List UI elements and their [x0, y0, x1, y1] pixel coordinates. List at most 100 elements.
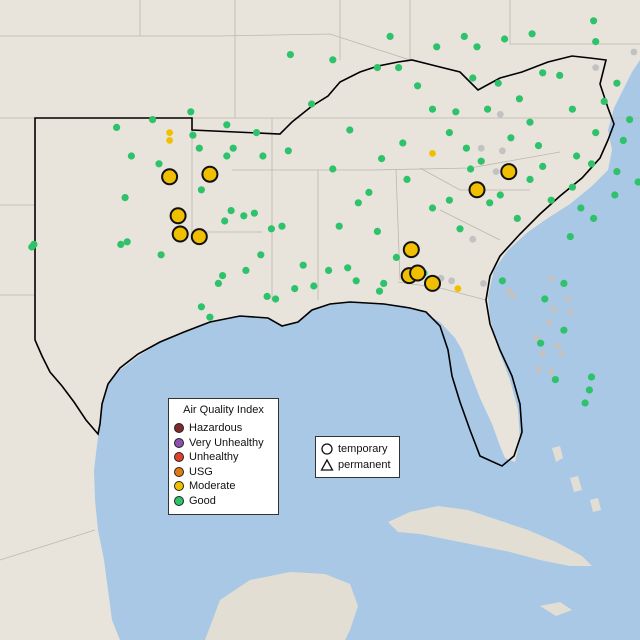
good-monitor-marker[interactable]	[452, 108, 460, 116]
good-monitor-marker[interactable]	[473, 43, 481, 51]
good-monitor-marker[interactable]	[590, 17, 598, 25]
good-monitor-marker[interactable]	[378, 155, 386, 163]
good-monitor-marker[interactable]	[501, 35, 509, 43]
good-monitor-marker[interactable]	[240, 212, 248, 220]
good-monitor-marker[interactable]	[267, 225, 275, 233]
good-monitor-marker[interactable]	[547, 196, 555, 204]
good-monitor-marker[interactable]	[445, 196, 453, 204]
inactive-monitor-marker[interactable]	[558, 350, 566, 357]
good-monitor-marker[interactable]	[526, 175, 534, 183]
inactive-monitor-marker[interactable]	[554, 342, 561, 350]
moderate-temporary-monitor-marker[interactable]	[468, 181, 486, 199]
inactive-monitor-marker[interactable]	[566, 308, 574, 316]
good-monitor-marker[interactable]	[414, 82, 422, 90]
good-monitor-marker[interactable]	[428, 204, 437, 212]
good-monitor-marker[interactable]	[206, 313, 214, 321]
good-monitor-marker[interactable]	[329, 165, 337, 173]
good-monitor-marker[interactable]	[541, 295, 549, 303]
good-monitor-marker[interactable]	[380, 279, 388, 287]
good-monitor-marker[interactable]	[242, 266, 250, 274]
inactive-monitor-marker[interactable]	[592, 64, 600, 71]
good-monitor-marker[interactable]	[195, 144, 203, 152]
moderate-monitor-small-marker[interactable]	[166, 129, 174, 137]
moderate-temporary-monitor-marker[interactable]	[190, 228, 208, 246]
inactive-monitor-marker[interactable]	[496, 111, 504, 118]
good-monitor-marker[interactable]	[155, 160, 163, 168]
good-monitor-marker[interactable]	[223, 152, 231, 160]
good-monitor-marker[interactable]	[600, 97, 608, 105]
good-monitor-marker[interactable]	[354, 199, 362, 207]
good-monitor-marker[interactable]	[113, 123, 121, 131]
moderate-temporary-monitor-marker[interactable]	[201, 165, 219, 183]
good-monitor-marker[interactable]	[325, 266, 333, 274]
good-monitor-marker[interactable]	[373, 227, 381, 235]
inactive-monitor-marker[interactable]	[469, 235, 477, 243]
good-monitor-marker[interactable]	[310, 282, 318, 290]
good-monitor-marker[interactable]	[386, 32, 394, 41]
good-monitor-marker[interactable]	[634, 178, 640, 186]
good-monitor-marker[interactable]	[291, 285, 299, 293]
good-monitor-marker[interactable]	[123, 238, 131, 246]
inactive-monitor-marker[interactable]	[505, 287, 513, 295]
good-monitor-marker[interactable]	[560, 279, 568, 287]
good-monitor-marker[interactable]	[375, 287, 384, 295]
good-monitor-marker[interactable]	[613, 79, 621, 87]
good-monitor-marker[interactable]	[259, 152, 267, 160]
good-monitor-marker[interactable]	[585, 386, 594, 394]
inactive-monitor-marker[interactable]	[545, 319, 553, 326]
inactive-monitor-marker[interactable]	[535, 365, 542, 373]
good-monitor-marker[interactable]	[526, 118, 534, 126]
good-monitor-marker[interactable]	[121, 194, 129, 202]
good-monitor-marker[interactable]	[551, 376, 560, 384]
good-monitor-marker[interactable]	[619, 136, 627, 144]
good-monitor-marker[interactable]	[592, 129, 600, 137]
good-monitor-marker[interactable]	[573, 152, 581, 160]
good-monitor-marker[interactable]	[257, 251, 265, 259]
good-monitor-marker[interactable]	[187, 108, 195, 116]
inactive-monitor-marker[interactable]	[448, 277, 455, 285]
good-monitor-marker[interactable]	[577, 204, 585, 212]
good-monitor-marker[interactable]	[214, 279, 222, 287]
good-monitor-marker[interactable]	[392, 253, 400, 261]
good-monitor-marker[interactable]	[395, 64, 403, 72]
good-monitor-marker[interactable]	[189, 131, 197, 139]
good-monitor-marker[interactable]	[560, 326, 568, 334]
good-monitor-marker[interactable]	[278, 222, 286, 230]
moderate-temporary-monitor-marker[interactable]	[171, 225, 189, 243]
good-monitor-marker[interactable]	[365, 188, 373, 196]
good-monitor-marker[interactable]	[498, 277, 506, 285]
moderate-temporary-monitor-marker[interactable]	[402, 241, 420, 259]
good-monitor-marker[interactable]	[223, 121, 231, 129]
good-monitor-marker[interactable]	[592, 38, 600, 46]
good-monitor-marker[interactable]	[433, 43, 441, 51]
inactive-monitor-marker[interactable]	[480, 280, 487, 287]
good-monitor-marker[interactable]	[344, 264, 352, 272]
good-monitor-marker[interactable]	[284, 147, 292, 155]
good-monitor-marker[interactable]	[229, 144, 237, 152]
good-monitor-marker[interactable]	[568, 105, 577, 113]
moderate-monitor-small-marker[interactable]	[454, 285, 462, 292]
inactive-monitor-marker[interactable]	[499, 147, 506, 155]
moderate-temporary-monitor-marker[interactable]	[409, 264, 427, 282]
moderate-monitor-small-marker[interactable]	[166, 137, 174, 144]
good-monitor-marker[interactable]	[28, 243, 36, 251]
moderate-monitor-small-marker[interactable]	[429, 150, 436, 157]
good-monitor-marker[interactable]	[272, 295, 280, 303]
good-monitor-marker[interactable]	[484, 105, 492, 113]
good-monitor-marker[interactable]	[221, 217, 229, 225]
good-monitor-marker[interactable]	[494, 79, 502, 87]
good-monitor-marker[interactable]	[250, 209, 258, 217]
good-monitor-marker[interactable]	[556, 71, 564, 79]
good-monitor-marker[interactable]	[308, 100, 316, 108]
inactive-monitor-marker[interactable]	[564, 295, 572, 303]
moderate-temporary-monitor-marker[interactable]	[424, 274, 441, 292]
good-monitor-marker[interactable]	[611, 191, 619, 199]
good-monitor-marker[interactable]	[581, 399, 589, 407]
good-monitor-marker[interactable]	[539, 69, 547, 77]
good-monitor-marker[interactable]	[329, 56, 337, 64]
good-monitor-marker[interactable]	[486, 199, 494, 207]
good-monitor-marker[interactable]	[149, 116, 157, 124]
good-monitor-marker[interactable]	[460, 32, 468, 41]
good-monitor-marker[interactable]	[568, 183, 577, 191]
